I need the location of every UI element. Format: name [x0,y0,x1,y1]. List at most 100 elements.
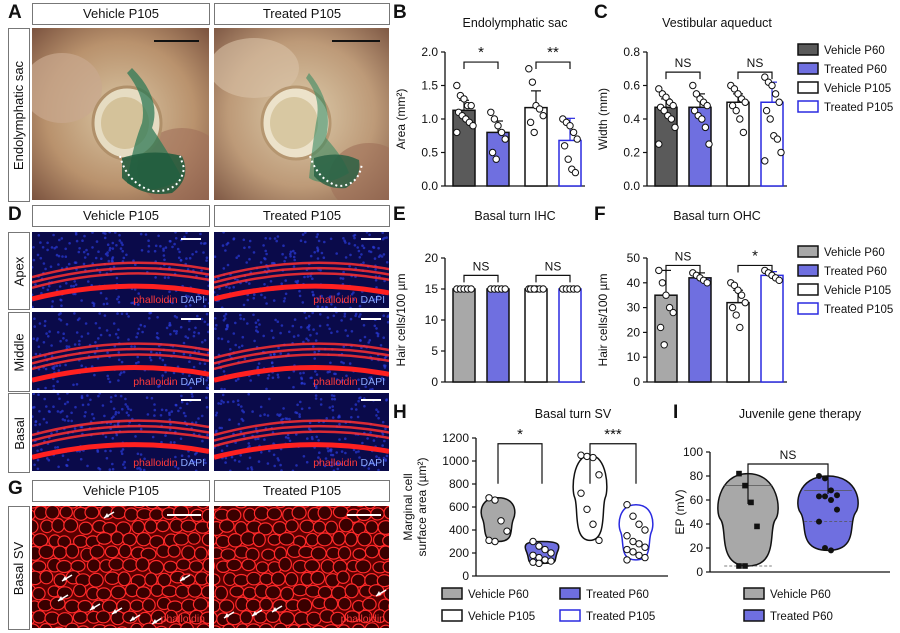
chart-H-sig-label: *** [604,426,622,443]
chart-H-title: Basal turn SV [535,407,612,421]
basal-sv-image-treated: phalloidin [214,506,389,628]
chart-h-basal-turn-sv: Basal turn SV Marginal cellsurface area (… [401,407,668,580]
chart-C-point [703,101,711,110]
chart-E-ytick-label: 15 [425,282,439,296]
chart-C-point [689,81,697,90]
chart-F-ytick-label: 30 [627,301,641,315]
chart-F-point [669,308,677,317]
chart-I-point [828,547,834,554]
chart-C-ytick-label: 0.4 [623,112,640,126]
chart-F-point [656,323,665,332]
chart-F-sig-bracket [665,264,701,273]
chart-C-point [734,90,742,98]
chart-I-ytick-label: 20 [690,541,704,555]
chart-F-bar [688,277,712,383]
chart-I-ytick-label: 60 [690,493,704,507]
endolymphatic-sac-image-vehicle [32,28,209,200]
legend-top: Vehicle P60 Treated P60 Vehicle P105 Treate… [797,43,893,114]
legend-swatch [441,609,463,622]
chart-C-point [768,81,776,90]
chart-H-point [595,536,603,545]
chart-E-title: Basal turn IHC [474,209,555,223]
cochlea-image-middle-treated: phalloidin DAPI [214,312,389,390]
chart-E-sig-bracket [463,274,499,283]
chart-E-bar [524,288,548,383]
chart-E-ytick-label: 5 [431,344,438,358]
chart-C-point [741,98,749,106]
chart-C-point [660,106,668,115]
legend-h: Vehicle P60 Treated P60 Vehicle P105 Treate… [441,587,655,623]
chart-B-point [560,142,569,150]
chart-H-point [629,512,637,520]
chart-H-point [529,537,537,546]
chart-H-ylabel: Marginal cellsurface area (µm²) [401,458,429,557]
chart-C-point [671,123,679,132]
chart-H-point [529,551,537,560]
chart-B-point [571,168,580,177]
chart-B-point [573,135,581,143]
panel-letter-b: B [393,2,407,23]
chart-E-ytick-label: 0 [431,375,438,389]
chart-B-bar [524,106,548,187]
chart-H-point [491,537,499,546]
panel-d-row-label-middle: Middle [8,312,30,392]
chart-H-ytick-label: 1000 [442,454,469,468]
chart-B-sig-label: ** [547,44,559,61]
chart-C-title: Vestibular aqueduct [662,16,772,30]
chart-B-ylabel: Area (mm²) [394,89,408,150]
legend-label: Treated P105 [824,304,893,316]
chart-I-point [736,563,742,569]
chart-C-sig-label: NS [747,56,764,70]
chart-F-ytick-label: 20 [627,325,641,339]
chart-C-point [771,90,780,98]
chart-H-point [491,496,499,504]
chart-B-point [460,95,468,103]
chart-B-point [566,122,574,130]
chart-B-point [535,105,544,113]
chart-H-point [577,489,585,497]
chart-C-sig-bracket [737,71,773,80]
chart-I-ytick-label: 0 [696,565,703,579]
chart-H-point [641,543,649,551]
chart-H-point [635,551,643,560]
chart-H-point [623,556,631,564]
chart-H-point [535,559,543,568]
cochlea-image-apex-vehicle: phalloidin DAPI [32,232,209,308]
chart-B-ytick-label: 1.5 [421,79,438,93]
chart-F-point [662,291,670,299]
panel-letter-a: A [8,2,22,23]
chart-H-point [583,505,591,514]
chart-B-point [497,128,506,137]
chart-C-point [736,115,744,123]
chart-F-point [730,281,739,289]
chart-C-point [775,98,783,106]
chart-B-point [488,148,497,157]
chart-F-point [737,291,746,299]
cochlea-stain-label: phalloidin DAPI [133,457,205,469]
cochlea-stain-label: phalloidin DAPI [313,294,385,306]
cochlea-stain-label: phalloidin DAPI [313,376,385,388]
chart-F-ylabel: Hair cells/100 µm [596,274,610,367]
chart-H-point [497,517,505,525]
chart-B-point [453,128,461,137]
chart-F-sig-label: * [752,247,758,264]
chart-H-point [589,520,597,528]
chart-F-point [732,311,740,319]
chart-e-basal-turn-ihc: Basal turn IHC Hair cells/100 µm 0 5 10 15 20 N… [394,209,585,389]
panel-g-header-treated: Treated P105 [214,480,390,502]
chart-E-sig-label: NS [473,259,490,273]
chart-I-ytick-label: 80 [690,469,704,483]
chart-H-point [629,537,637,546]
chart-B-point [539,111,547,120]
chart-B-sig-bracket [535,61,571,70]
chart-C-sig-bracket [665,71,701,80]
chart-B-point [487,108,495,117]
panel-d-header-treated: Treated P105 [214,205,390,227]
chart-C-ytick-label: 0.8 [623,45,640,59]
chart-H-point [623,532,631,540]
cochlea-stain-label: phalloidin DAPI [313,457,385,469]
chart-C-point [692,90,701,98]
chart-H-ytick-label: 800 [449,477,469,491]
legend-swatch [743,609,765,622]
chart-C-point [655,140,663,148]
